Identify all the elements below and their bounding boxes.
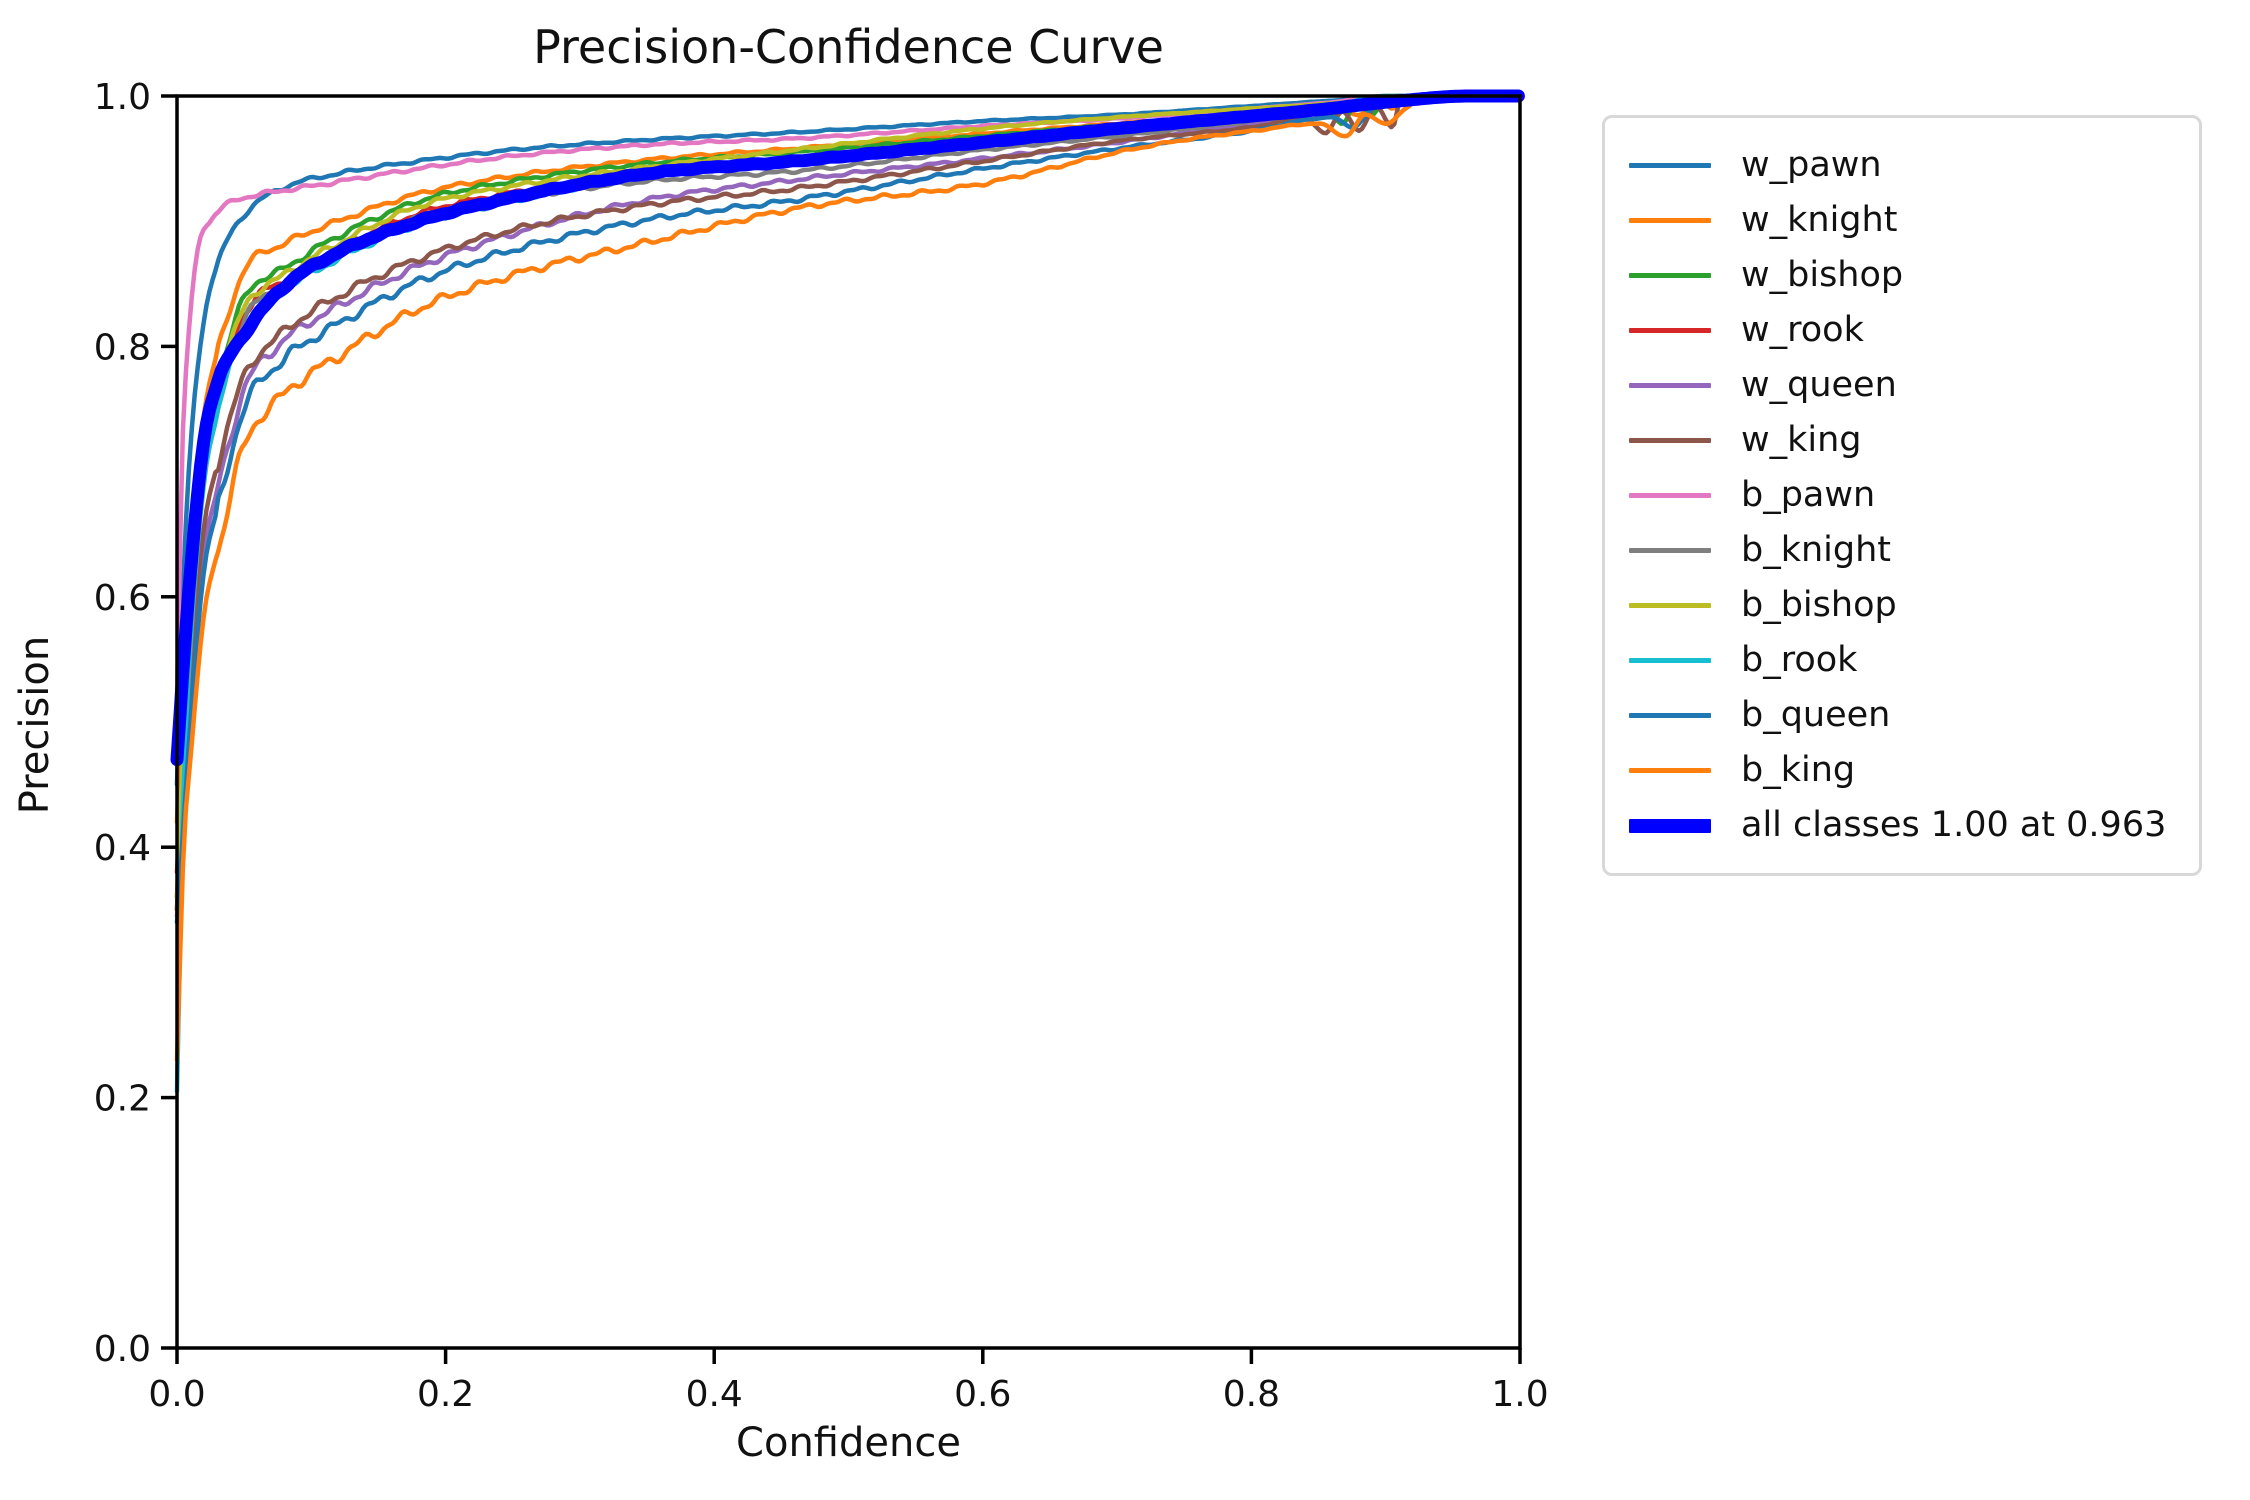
x-tick-label: 0.4 [686,1374,743,1415]
legend-item: b_bishop [1629,578,2175,633]
legend-item: w_queen [1629,358,2175,413]
series-line-w-rook [174,93,1521,875]
series-line-b-pawn [174,93,1521,700]
legend-label: b_pawn [1741,475,1876,515]
legend-label: w_pawn [1741,145,1882,185]
legend-line-swatch [1629,218,1711,223]
y-tick-label: 0.2 [94,1079,151,1120]
legend-line-swatch [1629,383,1711,388]
x-tick-label: 0.6 [954,1374,1011,1415]
y-tick-label: 1.0 [94,77,151,118]
legend-item: w_bishop [1629,248,2175,303]
legend-label: w_queen [1741,365,1897,405]
legend-label: b_queen [1741,695,1891,735]
legend-line-swatch [1629,328,1711,333]
legend-item: b_pawn [1629,468,2175,523]
legend-item: b_knight [1629,523,2175,578]
legend-line-swatch [1629,658,1711,663]
series-line-b-bishop [174,93,1521,900]
series-line-b-rook [174,93,1521,1094]
chart-title: Precision-Confidence Curve [533,20,1164,74]
y-tick-label: 0.8 [94,327,151,368]
legend-label: b_knight [1741,530,1892,570]
legend-line-swatch [1629,493,1711,498]
legend-line-swatch [1629,163,1711,168]
legend-line-swatch [1629,273,1711,278]
legend-label: b_king [1741,750,1856,790]
series-line-w-bishop [174,93,1521,913]
legend-item: b_king [1629,743,2175,798]
legend-item: b_queen [1629,688,2175,743]
y-tick-label: 0.6 [94,578,151,619]
legend-label: b_bishop [1741,585,1897,625]
x-tick-label: 0.0 [148,1374,205,1415]
x-tick-label: 1.0 [1491,1374,1548,1415]
legend-item: all classes 1.00 at 0.963 [1629,798,2175,853]
series-line-b-queen [174,93,1521,925]
x-tick-label: 0.8 [1223,1374,1280,1415]
legend-label: all classes 1.00 at 0.963 [1741,805,2167,845]
series-line-w-pawn [174,93,1521,787]
series-line-all-classes-1-00-at-0-963 [170,89,1525,767]
curve-layer [170,89,1525,1094]
legend-item: w_knight [1629,193,2175,248]
legend-line-swatch [1629,818,1711,833]
y-axis-label: Precision [12,635,58,815]
legend-label: w_rook [1741,310,1864,350]
axes-spines [175,94,1522,1350]
series-line-b-king [174,93,1521,1063]
legend-item: b_rook [1629,633,2175,688]
legend-label: w_knight [1741,200,1898,240]
series-line-w-king [174,93,1521,913]
series-line-w-knight [174,93,1521,825]
legend-box: w_pawn w_knight w_bishop w_rook w_queen w_kin… [1602,115,2202,876]
legend-line-swatch [1629,768,1711,773]
legend-line-swatch [1629,713,1711,718]
legend-line-swatch [1629,603,1711,608]
x-axis-label: Confidence [736,1420,961,1466]
legend-item: w_king [1629,413,2175,468]
legend-item: w_pawn [1629,138,2175,193]
legend-label: b_rook [1741,640,1858,680]
axis-ticks: 0.0 0.2 0.4 0.6 0.8 1.0 0.0 0.2 0.4 0.6 0.8 1.0 [94,77,1549,1415]
series-line-b-knight [174,93,1521,900]
legend-line-swatch [1629,438,1711,443]
y-tick-label: 0.0 [94,1329,151,1370]
x-tick-label: 0.2 [417,1374,474,1415]
y-tick-label: 0.4 [94,828,151,869]
legend-label: w_bishop [1741,255,1904,295]
legend-line-swatch [1629,548,1711,553]
legend-label: w_king [1741,420,1862,460]
legend-item: w_rook [1629,303,2175,358]
